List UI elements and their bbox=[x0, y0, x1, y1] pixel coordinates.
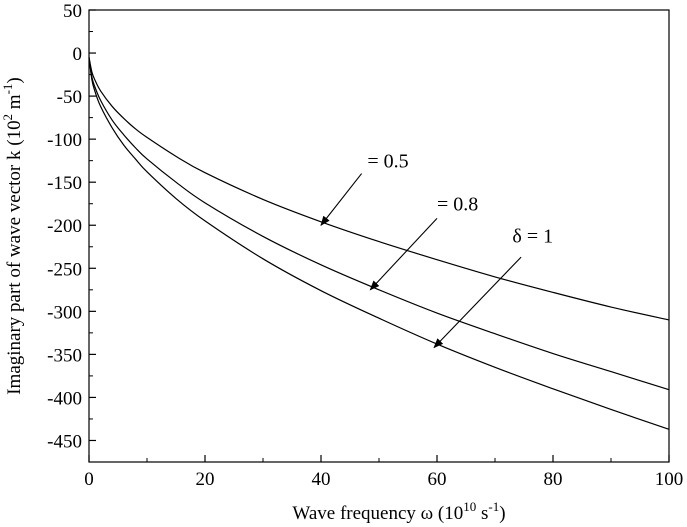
curve-label: = 0.8 bbox=[437, 194, 478, 216]
annotation-arrow bbox=[320, 173, 363, 227]
y-tick-label: 50 bbox=[63, 1, 82, 22]
y-tick-label: -50 bbox=[57, 87, 82, 108]
y-tick-label: -150 bbox=[47, 173, 82, 194]
series-line bbox=[88, 57, 670, 430]
y-tick-label: -200 bbox=[47, 216, 82, 237]
y-tick-label: -350 bbox=[47, 345, 82, 366]
x-tick-label: 100 bbox=[655, 469, 684, 490]
x-tick-label: 0 bbox=[84, 469, 94, 490]
x-axis: 0 20 40 60 80 100 bbox=[84, 455, 683, 490]
x-tick-label: 60 bbox=[428, 469, 447, 490]
curve-label: = 0.5 bbox=[367, 151, 408, 173]
x-tick-label: 80 bbox=[544, 469, 563, 490]
x-axis-title: Wave frequency ω (1010 s-1) bbox=[292, 499, 505, 524]
series-line bbox=[88, 57, 670, 391]
series-line bbox=[88, 57, 670, 321]
y-tick-label: -250 bbox=[47, 259, 82, 280]
y-tick-label: -450 bbox=[47, 431, 82, 452]
y-axis-title: Imaginary part of wave vector k (102 m-1… bbox=[0, 77, 25, 395]
annotation-arrow bbox=[369, 217, 438, 291]
curve-label: δ = 1 bbox=[512, 226, 553, 248]
y-tick-label: -400 bbox=[47, 388, 82, 409]
x-tick-label: 40 bbox=[312, 469, 331, 490]
x-tick-label: 20 bbox=[196, 469, 215, 490]
annotation-arrow bbox=[433, 256, 522, 349]
series-layer bbox=[88, 57, 670, 430]
y-tick-label: -300 bbox=[47, 302, 82, 323]
y-tick-label: 0 bbox=[73, 44, 83, 65]
y-tick-label: -100 bbox=[47, 130, 82, 151]
annotation-layer: = 0.5 = 0.8 δ = 1 bbox=[320, 151, 553, 349]
y-axis: 50 0 -50 -100 -150 -200 -250 -300 -350 -400 -450 bbox=[47, 1, 96, 452]
plot-frame bbox=[88, 9, 670, 463]
